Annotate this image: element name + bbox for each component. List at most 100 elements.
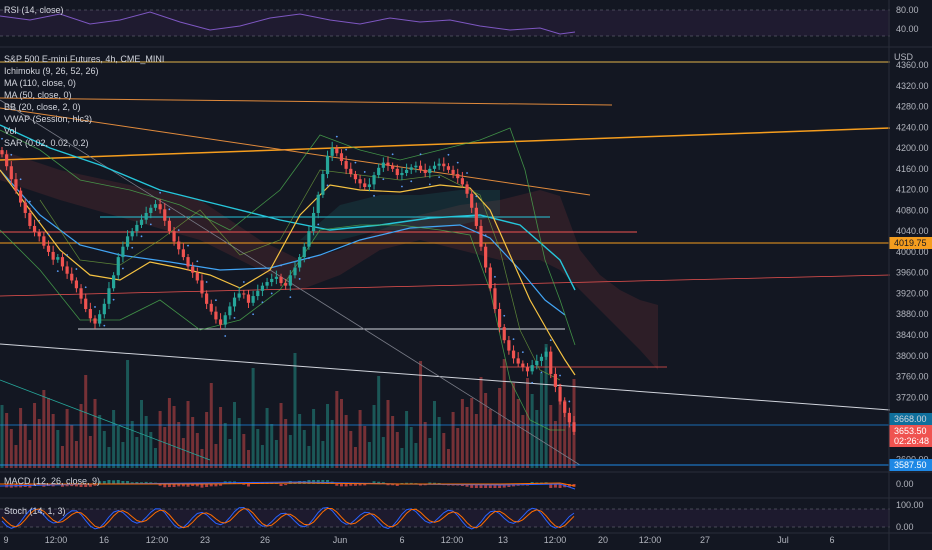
candle-body[interactable]	[330, 148, 334, 156]
candle-body[interactable]	[32, 225, 37, 233]
candle-body[interactable]	[214, 311, 218, 320]
candle-body[interactable]	[521, 363, 525, 368]
candle-body[interactable]	[316, 194, 320, 213]
candle-body[interactable]	[186, 257, 190, 267]
candle-body[interactable]	[456, 174, 460, 179]
candle-body[interactable]	[400, 172, 404, 176]
candle-body[interactable]	[37, 232, 41, 237]
candle-body[interactable]	[246, 294, 251, 303]
candle-body[interactable]	[177, 241, 181, 250]
price-axis[interactable]: USD 4360.00 4320.00 4280.00 4240.00 4200.00 4…	[894, 52, 929, 465]
candle-body[interactable]	[293, 267, 297, 276]
candle-body[interactable]	[381, 162, 385, 168]
candle-body[interactable]	[279, 276, 283, 284]
candle-body[interactable]	[116, 257, 120, 276]
candle-body[interactable]	[149, 207, 153, 213]
candle-body[interactable]	[51, 251, 55, 260]
candles[interactable]	[0, 135, 576, 435]
candle-body[interactable]	[511, 350, 516, 359]
candle-body[interactable]	[195, 272, 199, 281]
candle-body[interactable]	[539, 356, 544, 361]
candle-body[interactable]	[493, 288, 497, 310]
candle-body[interactable]	[209, 303, 213, 312]
candle-body[interactable]	[298, 257, 302, 268]
candle-body[interactable]	[135, 224, 139, 232]
candle-body[interactable]	[65, 266, 69, 274]
candle-body[interactable]	[125, 236, 130, 247]
candle-body[interactable]	[242, 293, 246, 295]
candle-body[interactable]	[74, 280, 79, 289]
candle-body[interactable]	[377, 167, 381, 176]
candle-body[interactable]	[563, 401, 567, 413]
candle-body[interactable]	[465, 184, 469, 194]
candle-body[interactable]	[98, 314, 102, 324]
candle-body[interactable]	[274, 276, 278, 279]
candle-body[interactable]	[302, 246, 306, 258]
legend-ichimoku[interactable]: Ichimoku (9, 26, 52, 26)	[4, 66, 99, 76]
legend-vwap[interactable]: VWAP (Session, hlc3)	[4, 114, 92, 124]
candle-body[interactable]	[9, 166, 13, 180]
candle-body[interactable]	[265, 282, 269, 286]
candle-body[interactable]	[325, 155, 330, 175]
candle-body[interactable]	[139, 219, 144, 225]
candle-body[interactable]	[553, 373, 557, 387]
candle-body[interactable]	[163, 209, 167, 221]
candle-body[interactable]	[321, 174, 325, 195]
candle-body[interactable]	[270, 278, 274, 283]
candle-body[interactable]	[339, 153, 344, 162]
candle-body[interactable]	[223, 315, 227, 325]
candle-body[interactable]	[409, 167, 413, 170]
candle-body[interactable]	[284, 283, 288, 286]
candle-body[interactable]	[507, 340, 511, 351]
candle-body[interactable]	[172, 231, 176, 242]
candle-body[interactable]	[530, 365, 534, 372]
candle-body[interactable]	[237, 293, 241, 298]
candle-body[interactable]	[451, 169, 455, 175]
candle-body[interactable]	[42, 236, 46, 246]
candle-body[interactable]	[572, 422, 576, 432]
candle-body[interactable]	[344, 161, 348, 169]
candle-body[interactable]	[251, 296, 255, 303]
candle-body[interactable]	[0, 150, 4, 155]
candle-body[interactable]	[112, 275, 116, 289]
candle-body[interactable]	[558, 386, 562, 402]
legend-vol[interactable]: Vol	[4, 126, 17, 136]
candle-body[interactable]	[79, 288, 83, 299]
candle-body[interactable]	[60, 257, 65, 267]
candle-body[interactable]	[349, 168, 353, 175]
candle-body[interactable]	[432, 165, 437, 169]
legend-bb[interactable]: BB (20, close, 2, 0)	[4, 102, 81, 112]
candle-body[interactable]	[121, 246, 125, 258]
candle-body[interactable]	[567, 412, 571, 423]
candle-body[interactable]	[535, 360, 539, 366]
candle-body[interactable]	[442, 163, 446, 167]
candle-body[interactable]	[260, 285, 265, 291]
candle-body[interactable]	[5, 154, 9, 167]
candle-body[interactable]	[516, 358, 520, 364]
candle-body[interactable]	[228, 306, 232, 316]
candle-body[interactable]	[191, 266, 195, 273]
candle-body[interactable]	[14, 179, 18, 191]
candle-body[interactable]	[488, 267, 492, 289]
candle-body[interactable]	[46, 245, 51, 252]
candle-body[interactable]	[200, 280, 204, 294]
candle-body[interactable]	[525, 367, 530, 372]
candle-body[interactable]	[84, 298, 88, 310]
candle-body[interactable]	[437, 163, 441, 166]
candle-body[interactable]	[307, 231, 311, 247]
candle-body[interactable]	[470, 193, 474, 208]
candle-body[interactable]	[218, 319, 223, 325]
candle-body[interactable]	[423, 169, 427, 173]
candle-body[interactable]	[28, 212, 32, 226]
main-pane[interactable]: S&P 500 E-mini Futures, 4h, CME_MINI Ich…	[0, 52, 932, 471]
candle-body[interactable]	[353, 174, 358, 180]
candle-body[interactable]	[23, 202, 27, 213]
legend-sar[interactable]: SAR (0.02, 0.02, 0.2)	[4, 138, 89, 148]
candle-body[interactable]	[205, 293, 209, 304]
candle-body[interactable]	[446, 166, 451, 170]
time-axis[interactable]: 9 12:00 16 12:00 23 26 Jun 6 12:00 13 12:00 20 12:00…	[3, 535, 834, 545]
candle-body[interactable]	[391, 165, 395, 169]
candle-body[interactable]	[549, 351, 553, 374]
candle-body[interactable]	[502, 327, 506, 341]
candle-body[interactable]	[386, 162, 390, 166]
